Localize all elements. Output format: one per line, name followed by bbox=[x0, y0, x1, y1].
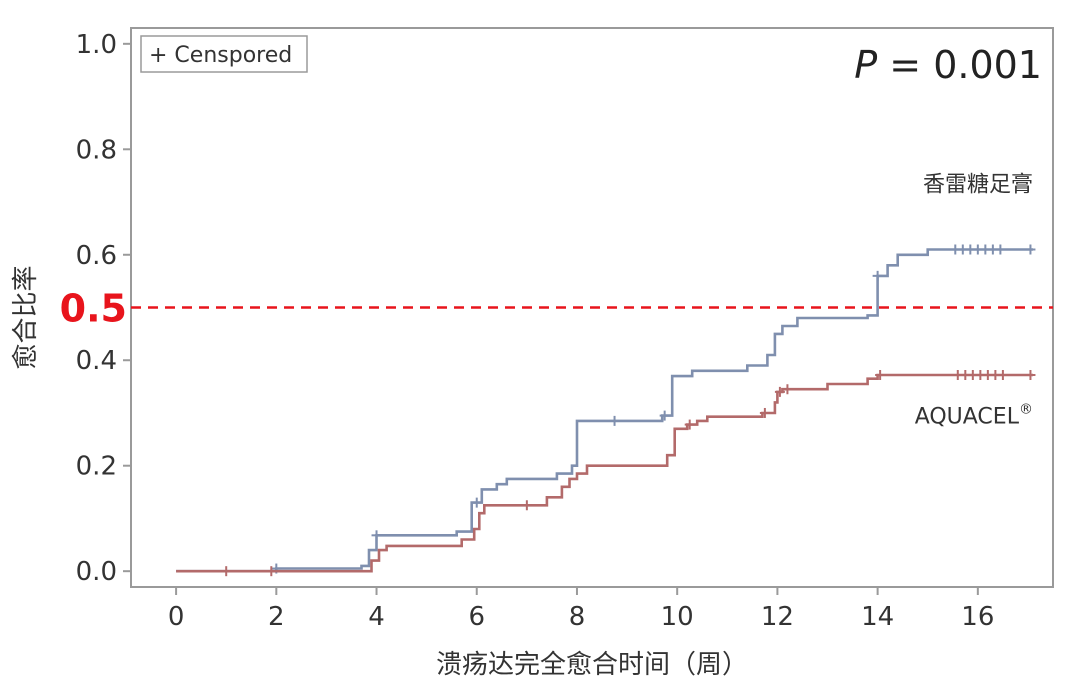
p-value-annotation: P = 0.001 bbox=[854, 43, 1042, 87]
x-tick-label: 2 bbox=[268, 602, 285, 632]
series-name-suffix: ® bbox=[1019, 402, 1033, 418]
x-tick-label: 14 bbox=[861, 602, 894, 632]
censored-mark bbox=[371, 530, 382, 541]
series-2: AQUACEL® bbox=[176, 370, 1036, 577]
censored-mark bbox=[266, 566, 277, 577]
censored-mark bbox=[997, 370, 1008, 381]
censored-mark bbox=[872, 270, 883, 281]
series-group: 香雷糖足膏 AQUACEL® bbox=[176, 172, 1036, 577]
x-axis-title: 溃疡达完全愈合时间（周） bbox=[436, 650, 748, 680]
series-line bbox=[176, 248, 1033, 573]
y-tick-label: 0.4 bbox=[76, 346, 117, 376]
censored-mark bbox=[471, 497, 482, 508]
censored-mark bbox=[684, 419, 695, 430]
series-name: 香雷糖足膏 bbox=[923, 172, 1033, 197]
censored-mark bbox=[659, 410, 670, 421]
censored-mark bbox=[1025, 370, 1036, 381]
y-tick-label: 1.0 bbox=[76, 30, 117, 60]
x-tick-label: 12 bbox=[761, 602, 794, 632]
censored-mark bbox=[221, 566, 232, 577]
x-tick-label: 4 bbox=[368, 602, 385, 632]
x-tick-label: 8 bbox=[569, 602, 586, 632]
censored-mark bbox=[521, 500, 532, 511]
x-axis: 0 2 4 6 8 10 12 14 16 bbox=[168, 587, 994, 632]
censored-mark bbox=[759, 407, 770, 418]
censored-mark bbox=[609, 415, 620, 426]
series-1: 香雷糖足膏 bbox=[176, 172, 1036, 574]
y-axis-title: 愈合比率 bbox=[11, 265, 41, 369]
series-line bbox=[176, 373, 1033, 573]
series-name: AQUACEL bbox=[915, 405, 1020, 430]
y-axis: 0.0 0.2 0.4 0.6 0.8 1.0 bbox=[76, 30, 131, 587]
censored-mark bbox=[1025, 244, 1036, 255]
p-value-symbol: P bbox=[854, 43, 877, 87]
reference-line: 0.5 bbox=[60, 287, 1053, 331]
censored-mark bbox=[995, 244, 1006, 255]
series-label: AQUACEL® bbox=[915, 402, 1033, 430]
x-tick-label: 0 bbox=[168, 602, 185, 632]
censored-mark bbox=[875, 370, 886, 381]
reference-line-label: 0.5 bbox=[60, 287, 127, 331]
x-tick-label: 10 bbox=[661, 602, 694, 632]
censored-mark bbox=[774, 386, 785, 397]
p-value-text: = 0.001 bbox=[877, 43, 1042, 87]
legend-box: + Censpored bbox=[140, 35, 308, 73]
y-tick-label: 0.2 bbox=[76, 452, 117, 482]
x-tick-label: 6 bbox=[468, 602, 485, 632]
x-tick-label: 16 bbox=[961, 602, 994, 632]
y-tick-label: 0.0 bbox=[76, 557, 117, 587]
legend-censored-label: + Censpored bbox=[149, 43, 292, 68]
series-label: 香雷糖足膏 bbox=[923, 172, 1033, 197]
y-tick-label: 0.8 bbox=[76, 135, 117, 165]
y-tick-label: 0.6 bbox=[76, 241, 117, 271]
censored-mark bbox=[782, 384, 793, 395]
